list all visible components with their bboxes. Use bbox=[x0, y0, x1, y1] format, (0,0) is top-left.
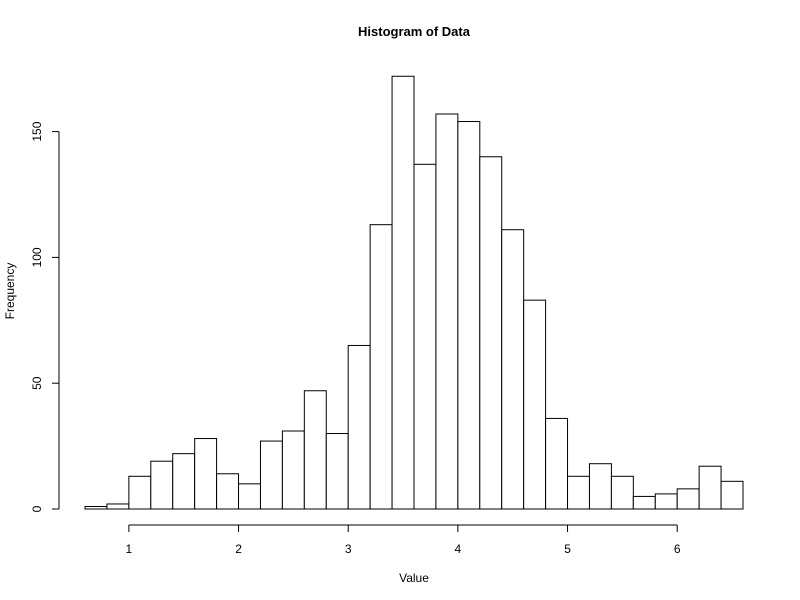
histogram-bar bbox=[479, 156, 503, 510]
x-axis-label: Value bbox=[399, 571, 429, 585]
x-axis: 1 2 3 4 5 6 bbox=[126, 524, 681, 556]
x-tick-label: 6 bbox=[674, 542, 681, 556]
x-tick-label: 2 bbox=[235, 542, 242, 556]
bars-group bbox=[84, 75, 744, 510]
x-tick-label: 1 bbox=[126, 542, 133, 556]
histogram-bar bbox=[238, 483, 261, 510]
x-tick-label: 3 bbox=[345, 542, 352, 556]
y-axis-label: Frequency bbox=[3, 263, 17, 320]
histogram-bar bbox=[391, 75, 415, 510]
y-tick-label: 100 bbox=[30, 247, 44, 267]
histogram-bar bbox=[216, 473, 240, 510]
histogram-bar bbox=[325, 433, 349, 510]
histogram-bar bbox=[413, 163, 437, 510]
histogram-bar bbox=[369, 224, 393, 510]
y-tick-label: 0 bbox=[30, 505, 44, 512]
histogram-bar bbox=[347, 344, 371, 510]
histogram-bar bbox=[567, 475, 590, 510]
histogram-bar bbox=[106, 503, 130, 510]
histogram-bar bbox=[457, 121, 481, 510]
x-tick-label: 5 bbox=[564, 542, 571, 556]
histogram-bar bbox=[172, 453, 196, 510]
histogram-bar bbox=[588, 463, 612, 510]
y-tick-label: 50 bbox=[30, 376, 44, 390]
histogram-bar bbox=[523, 299, 547, 510]
chart-title: Histogram of Data bbox=[358, 24, 471, 39]
histogram-bar bbox=[501, 229, 525, 510]
x-tick-label: 4 bbox=[455, 542, 462, 556]
y-tick-label: 150 bbox=[30, 121, 44, 141]
histogram-bar bbox=[654, 493, 678, 510]
y-axis: 0 50 100 150 bbox=[30, 121, 60, 512]
histogram-bar bbox=[545, 417, 569, 510]
histogram-bar bbox=[303, 390, 327, 510]
histogram-bar bbox=[632, 495, 656, 510]
histogram-bar bbox=[610, 475, 634, 510]
histogram-bar bbox=[150, 460, 174, 510]
histogram-bar bbox=[128, 475, 152, 510]
histogram-bar bbox=[84, 505, 108, 510]
histogram-bar bbox=[720, 480, 744, 510]
histogram-bar bbox=[259, 440, 283, 510]
histogram-bar bbox=[435, 113, 459, 510]
histogram-bar bbox=[281, 430, 305, 510]
histogram-bar bbox=[194, 438, 218, 510]
histogram-bar bbox=[698, 465, 722, 510]
histogram-bar bbox=[676, 488, 700, 510]
